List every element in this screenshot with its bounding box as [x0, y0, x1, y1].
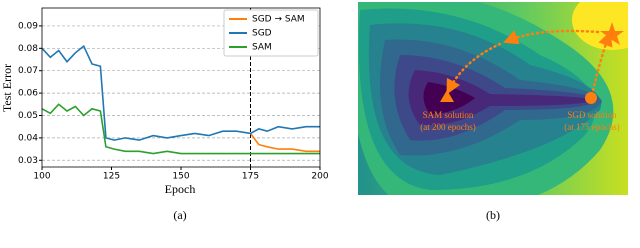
x-tick-label: 200	[311, 172, 328, 182]
sam-sublabel: (at 200 epochs)	[420, 122, 475, 132]
series-line	[249, 132, 320, 153]
subcaption: (b)	[486, 208, 500, 222]
x-tick-label: 175	[242, 172, 259, 182]
y-tick-label: 0.07	[18, 66, 38, 76]
y-tick-label: 0.03	[18, 156, 38, 166]
y-tick-label: 0.09	[18, 21, 38, 31]
legend-label: SAM	[252, 43, 272, 53]
legend-label: SGD → SAM	[252, 15, 305, 25]
series-line	[41, 103, 320, 155]
loss-landscape	[358, 2, 628, 195]
legend-box	[223, 9, 319, 57]
sam-label: SAM solution	[423, 110, 474, 120]
series-line	[41, 44, 320, 141]
x-tick-label: 150	[172, 172, 189, 182]
x-tick-label: 100	[33, 172, 50, 182]
axes-frame	[41, 7, 321, 168]
y-tick-label: 0.06	[18, 89, 38, 99]
y-tick-label: 0.04	[18, 133, 38, 143]
subcaption: (a)	[173, 208, 186, 222]
y-axis-label: Test Error	[0, 64, 14, 112]
y-tick-label: 0.05	[18, 111, 38, 121]
x-axis-label: Epoch	[165, 182, 196, 196]
sgd-sublabel: (at 175 epochs)	[564, 122, 619, 132]
x-tick-label: 125	[103, 172, 120, 182]
y-tick-label: 0.08	[18, 44, 38, 54]
legend-label: SGD	[252, 29, 272, 39]
sgd-label: SGD solution	[567, 110, 617, 120]
